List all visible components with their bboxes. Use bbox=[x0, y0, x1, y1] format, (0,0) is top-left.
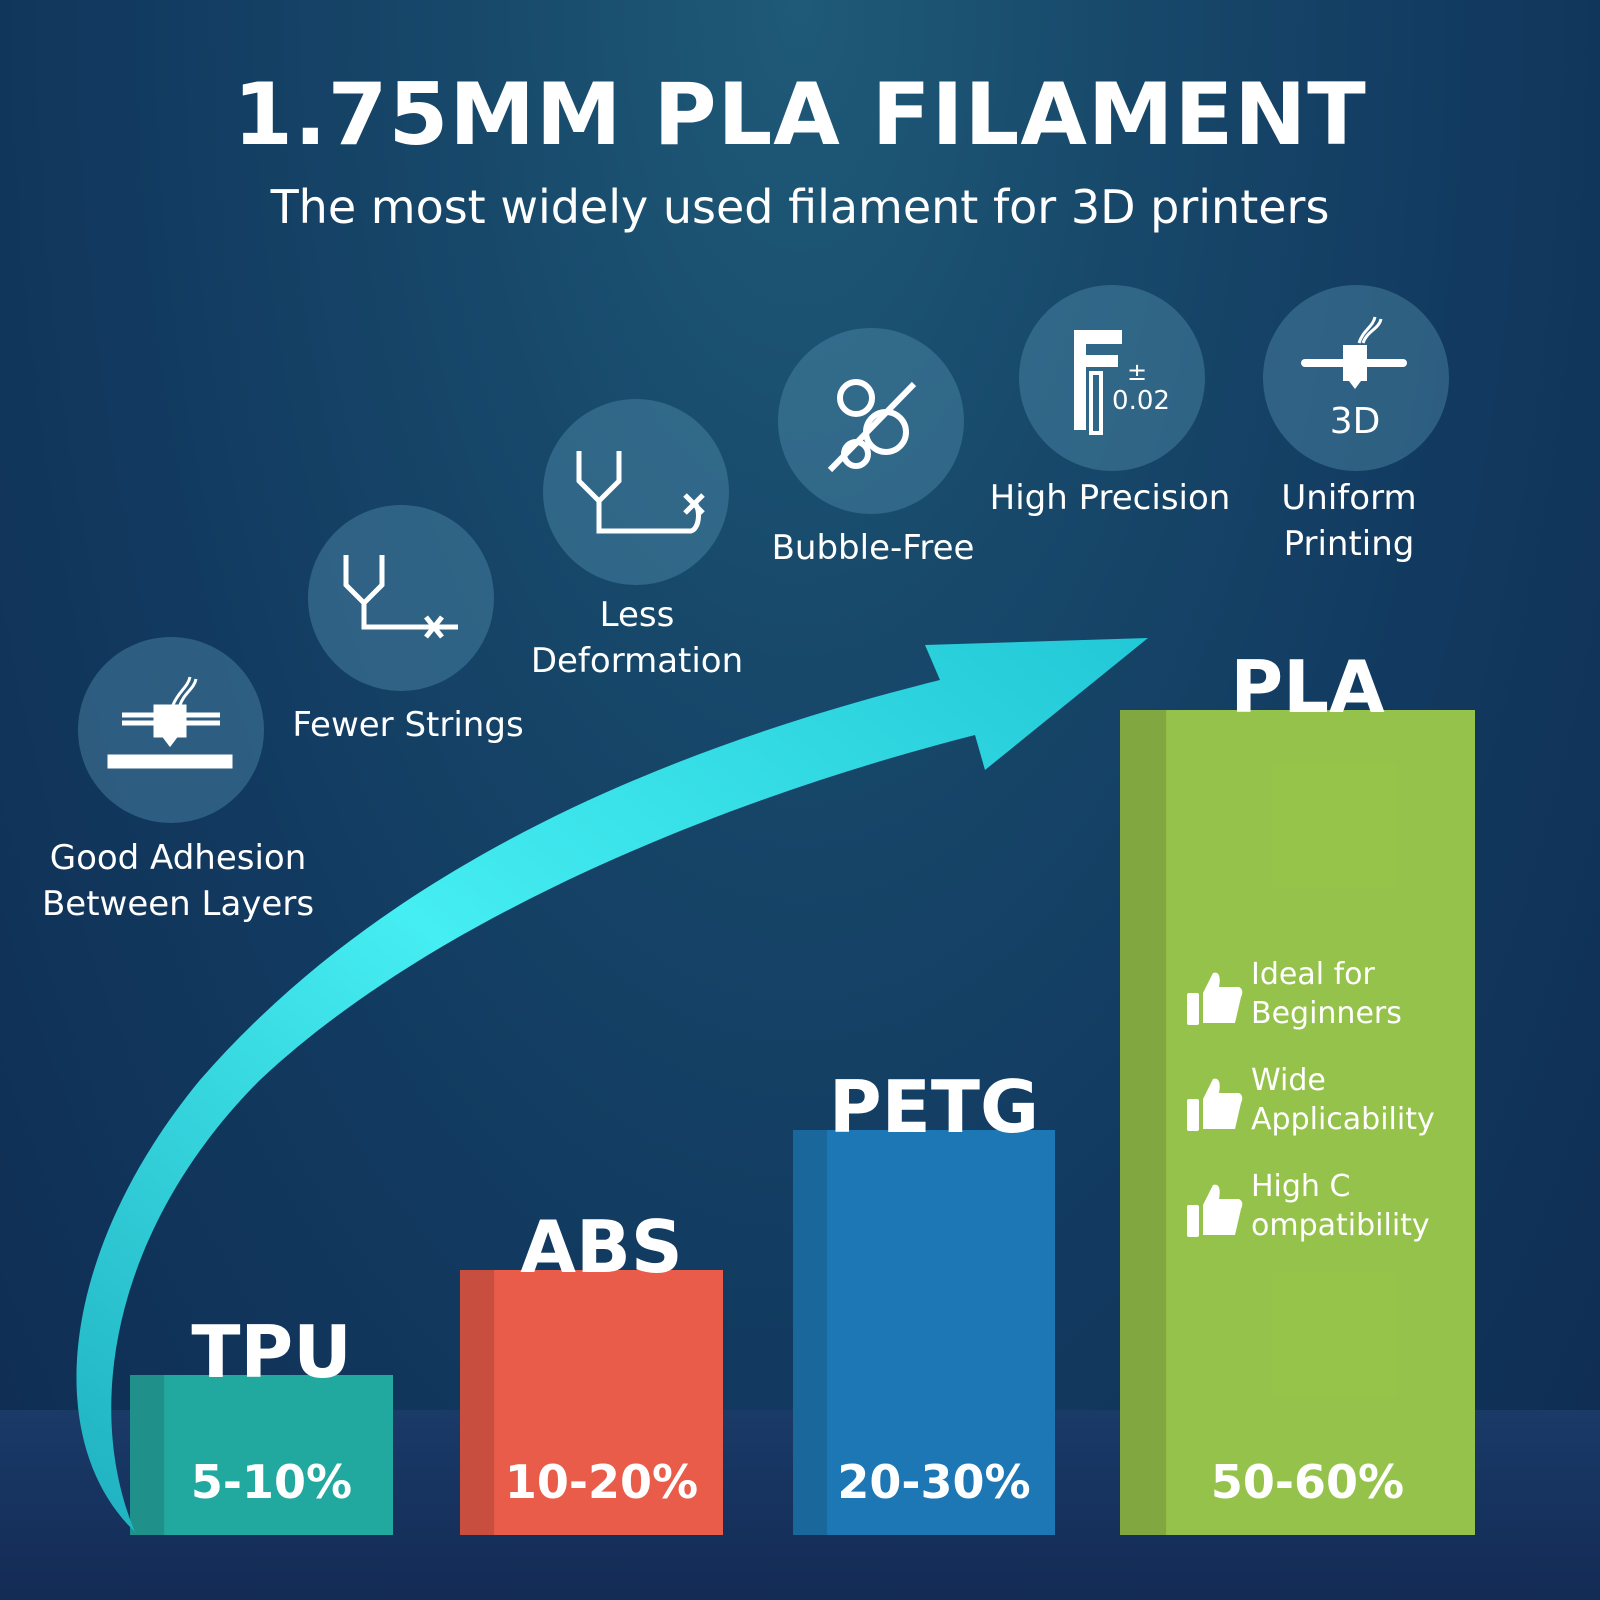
feature-good-adhesion-icon-circle bbox=[78, 637, 264, 823]
feature-bubble-free-circle bbox=[778, 328, 964, 514]
bar-highlight bbox=[793, 1130, 1055, 1535]
thumbs-up-icon bbox=[1187, 1184, 1243, 1237]
benefit-item: Ideal for Beginners bbox=[1185, 955, 1465, 1033]
bar-value-petg: 20-30% bbox=[837, 1455, 1030, 1509]
3d-printer-head-icon: 3D bbox=[1301, 316, 1407, 442]
bar-highlight bbox=[460, 1270, 723, 1535]
feature-label: Good Adhesion Between Layers bbox=[41, 838, 315, 924]
feature-label: Bubble-Free bbox=[771, 528, 975, 568]
benefit-item: High C ompatibility bbox=[1185, 1167, 1465, 1245]
bar-side-face bbox=[460, 1270, 495, 1535]
bar-highlight bbox=[130, 1375, 393, 1535]
thumbs-up-icon bbox=[1187, 1078, 1243, 1131]
page-subtitle: The most widely used filament for 3D pri… bbox=[270, 180, 1330, 234]
bar-side-face bbox=[793, 1130, 828, 1535]
pla-benefits-list: Ideal for Beginners Wide Applicability H… bbox=[1185, 955, 1465, 1273]
bar-value-tpu: 5-10% bbox=[191, 1455, 352, 1509]
bar-side-face bbox=[1120, 710, 1167, 1535]
feature-label: Uniform Printing bbox=[1281, 478, 1417, 564]
page-title: 1.75MM PLA FILAMENT bbox=[233, 65, 1367, 165]
feature-high-precision-circle: ± 0.02 bbox=[1019, 285, 1205, 471]
feature-label: High Precision bbox=[989, 478, 1231, 518]
bar-label-abs: ABS bbox=[520, 1205, 682, 1289]
benefit-item: Wide Applicability bbox=[1185, 1061, 1465, 1139]
feature-fewer-strings-circle bbox=[308, 505, 494, 691]
feature-uniform-printing-circle: 3D bbox=[1263, 285, 1449, 471]
benefit-text: Wide Applicability bbox=[1251, 1063, 1435, 1137]
bar-label-tpu: TPU bbox=[191, 1310, 351, 1394]
feature-less-deformation-circle bbox=[543, 399, 729, 585]
bar-pla bbox=[1120, 710, 1475, 1535]
fewer-strings-icon bbox=[343, 555, 458, 639]
bar-side-face bbox=[130, 1375, 165, 1535]
bubble-free-icon bbox=[827, 379, 917, 473]
bar-abs bbox=[460, 1270, 723, 1535]
less-deformation-icon bbox=[576, 451, 705, 534]
bar-value-abs: 10-20% bbox=[505, 1455, 698, 1509]
benefit-text: High C ompatibility bbox=[1251, 1169, 1430, 1243]
thumbs-up-icon bbox=[1187, 972, 1243, 1025]
bar-highlight bbox=[1120, 710, 1475, 1535]
feature-label: Less Deformation bbox=[530, 595, 744, 681]
bar-tpu bbox=[130, 1375, 393, 1535]
bar-label-pla: PLA bbox=[1230, 645, 1385, 729]
caliper-icon: ± 0.02 bbox=[1074, 330, 1170, 435]
trend-arrow bbox=[76, 638, 1148, 1532]
nozzle-bed-icon bbox=[107, 676, 233, 769]
plus-minus-text: ± bbox=[1127, 358, 1147, 386]
benefit-text: Ideal for Beginners bbox=[1251, 957, 1402, 1031]
bar-value-pla: 50-60% bbox=[1211, 1455, 1404, 1509]
feature-label: Fewer Strings bbox=[292, 705, 524, 745]
tolerance-text: 0.02 bbox=[1112, 386, 1170, 416]
3d-text: 3D bbox=[1330, 401, 1381, 442]
bar-petg bbox=[793, 1130, 1055, 1535]
bar-label-petg: PETG bbox=[829, 1065, 1039, 1149]
